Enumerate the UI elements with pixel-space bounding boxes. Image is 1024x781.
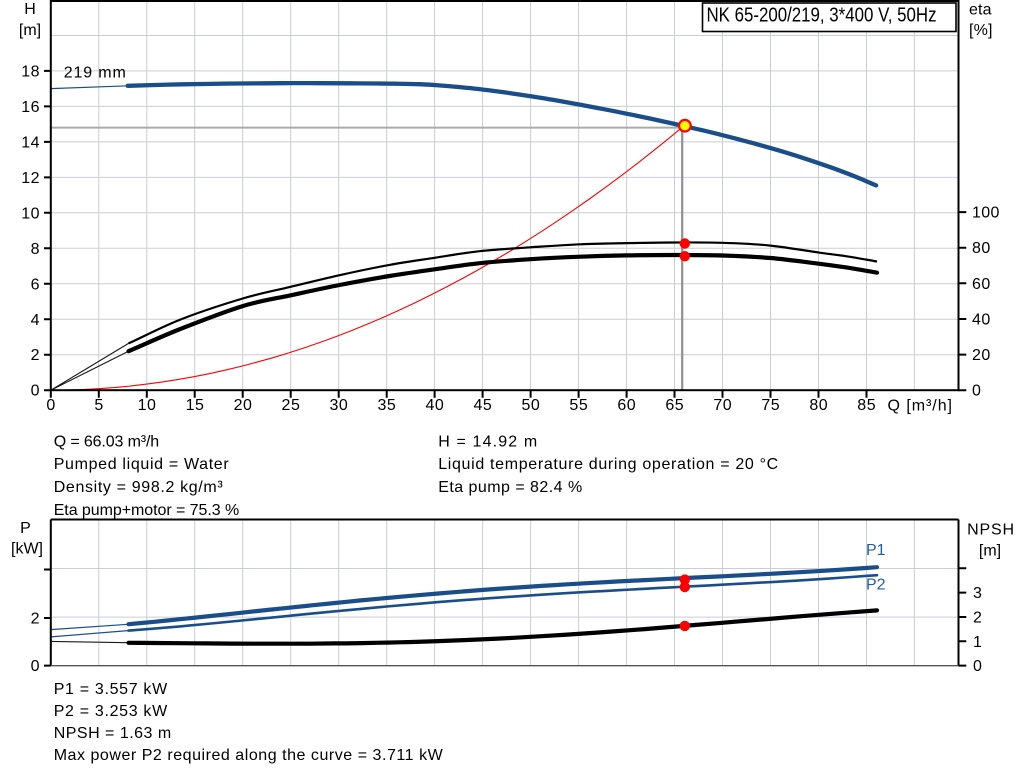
- svg-text:16: 16: [21, 99, 39, 116]
- svg-text:4: 4: [31, 312, 40, 329]
- svg-text:8: 8: [31, 241, 40, 258]
- svg-text:20: 20: [972, 347, 990, 364]
- svg-text:2: 2: [31, 611, 40, 628]
- svg-text:[kW]: [kW]: [11, 541, 43, 558]
- svg-text:65: 65: [665, 397, 683, 414]
- svg-text:P2: P2: [866, 577, 886, 594]
- svg-text:0: 0: [31, 658, 40, 675]
- svg-text:P2 = 3.253 kW: P2 = 3.253 kW: [54, 703, 168, 720]
- svg-text:20: 20: [234, 397, 252, 414]
- svg-text:H = 14.92 m: H = 14.92 m: [438, 433, 537, 450]
- svg-text:P1: P1: [866, 542, 886, 559]
- svg-text:H: H: [24, 1, 36, 18]
- svg-text:60: 60: [617, 397, 635, 414]
- svg-text:Liquid temperature during oper: Liquid temperature during operation = 20…: [438, 456, 778, 473]
- svg-text:NK 65-200/219, 3*400 V, 50Hz: NK 65-200/219, 3*400 V, 50Hz: [707, 5, 937, 27]
- svg-text:3: 3: [973, 585, 982, 602]
- svg-text:10: 10: [21, 205, 39, 222]
- svg-text:Pumped liquid = Water: Pumped liquid = Water: [54, 456, 230, 473]
- svg-text:12: 12: [21, 170, 39, 187]
- svg-text:2: 2: [31, 347, 40, 364]
- svg-text:30: 30: [330, 397, 348, 414]
- svg-text:80: 80: [972, 240, 990, 257]
- svg-text:eta: eta: [969, 2, 992, 19]
- svg-text:35: 35: [378, 397, 396, 414]
- svg-text:2: 2: [973, 609, 982, 626]
- svg-text:15: 15: [186, 397, 204, 414]
- svg-text:NPSH = 1.63 m: NPSH = 1.63 m: [54, 725, 172, 742]
- svg-text:60: 60: [972, 276, 990, 293]
- svg-text:P: P: [20, 520, 31, 537]
- svg-text:[%]: [%]: [969, 22, 993, 39]
- svg-text:5: 5: [94, 397, 103, 414]
- svg-text:40: 40: [972, 311, 990, 328]
- svg-text:25: 25: [282, 397, 300, 414]
- svg-text:14: 14: [21, 134, 39, 151]
- svg-text:100: 100: [972, 205, 999, 222]
- svg-text:[m]: [m]: [19, 22, 41, 39]
- svg-text:70: 70: [713, 397, 731, 414]
- svg-text:50: 50: [521, 397, 539, 414]
- svg-text:P1 = 3.557 kW: P1 = 3.557 kW: [54, 681, 168, 698]
- svg-text:1: 1: [973, 634, 982, 651]
- svg-text:45: 45: [473, 397, 491, 414]
- svg-text:Q = 66.03 m³/h: Q = 66.03 m³/h: [54, 433, 160, 450]
- svg-text:6: 6: [31, 276, 40, 293]
- svg-text:219 mm: 219 mm: [64, 65, 126, 82]
- svg-text:Q [m³/h]: Q [m³/h]: [888, 397, 953, 414]
- svg-text:10: 10: [138, 397, 156, 414]
- svg-text:0: 0: [973, 658, 982, 675]
- svg-text:80: 80: [809, 397, 827, 414]
- svg-text:75: 75: [761, 397, 779, 414]
- svg-text:Eta pump+motor = 75.3 %: Eta pump+motor = 75.3 %: [54, 502, 240, 519]
- svg-text:0: 0: [972, 383, 981, 400]
- svg-text:0: 0: [46, 397, 55, 414]
- svg-text:Eta pump = 82.4 %: Eta pump = 82.4 %: [438, 479, 582, 496]
- svg-text:18: 18: [21, 63, 39, 80]
- svg-text:Max power P2 required along th: Max power P2 required along the curve = …: [54, 747, 444, 764]
- svg-text:Density = 998.2 kg/m³: Density = 998.2 kg/m³: [54, 479, 224, 496]
- svg-text:85: 85: [857, 397, 875, 414]
- svg-text:0: 0: [31, 383, 40, 400]
- svg-text:40: 40: [425, 397, 443, 414]
- svg-text:NPSH: NPSH: [967, 522, 1014, 539]
- svg-text:55: 55: [569, 397, 587, 414]
- svg-text:[m]: [m]: [979, 543, 1001, 560]
